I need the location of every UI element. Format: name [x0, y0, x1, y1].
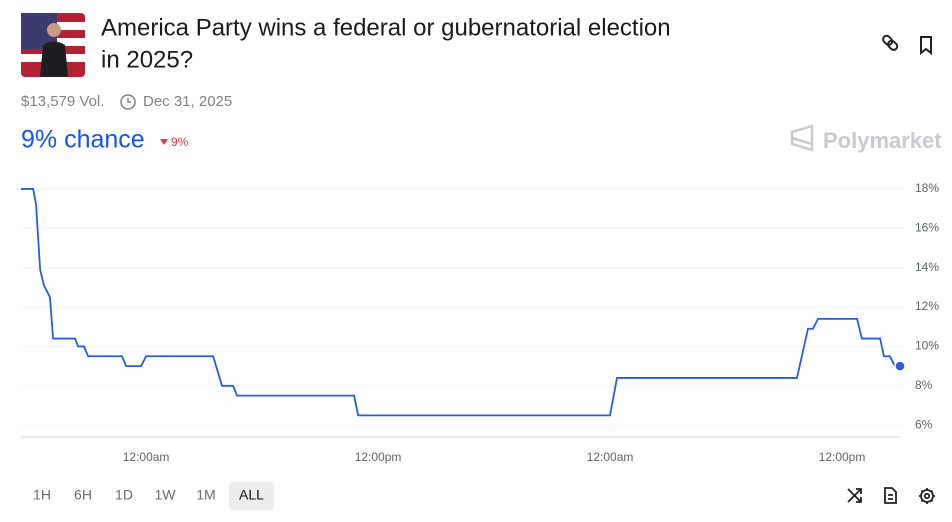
chance: 9% chance	[21, 126, 145, 154]
swap-icon[interactable]	[847, 488, 862, 503]
clock-hand	[127, 98, 131, 103]
market-title: in 2025?	[101, 46, 193, 73]
doc-icon[interactable]	[884, 487, 897, 504]
brand: Polymarket	[823, 128, 942, 153]
chance-change: 9%	[171, 135, 189, 149]
end-date: Dec 31, 2025	[143, 93, 232, 110]
settings-icon[interactable]	[919, 488, 935, 504]
y-tick-label: 10%	[915, 339, 939, 353]
bookmark-icon[interactable]	[920, 36, 932, 56]
brand-logo	[790, 124, 814, 152]
x-tick-label: 12:00pm	[355, 450, 402, 464]
y-tick-label: 18%	[915, 181, 939, 195]
x-tick-label: 12:00am	[587, 450, 634, 464]
x-tick-label: 12:00am	[123, 450, 170, 464]
range-button[interactable]: ALL	[239, 487, 264, 503]
time-ranges: 1H 6H 1D 1W 1M ALL	[33, 482, 274, 510]
range-button[interactable]: 6H	[74, 487, 92, 503]
range-button[interactable]: 1W	[155, 487, 177, 503]
price-line	[21, 188, 900, 417]
volume: $13,579 Vol.	[21, 93, 104, 110]
down-arrow	[160, 139, 168, 145]
range-button[interactable]: 1D	[115, 487, 133, 503]
link-icon[interactable]	[882, 34, 899, 51]
y-tick-label: 8%	[915, 378, 933, 392]
x-tick-label: 12:00pm	[819, 450, 866, 464]
market-title: America Party wins a federal or gubernat…	[101, 14, 671, 41]
y-tick-label: 16%	[915, 220, 939, 234]
range-button[interactable]: 1H	[33, 487, 51, 503]
end-point	[894, 360, 906, 372]
range-button[interactable]: 1M	[196, 487, 215, 503]
market-image	[21, 13, 85, 77]
chart: 6% 8% 10% 12% 14% 16% 18% 12:00am 12:00pm 12:00am…	[21, 181, 939, 464]
y-tick-label: 6%	[915, 417, 933, 431]
y-tick-label: 14%	[915, 260, 939, 274]
range-selected-bg	[229, 482, 274, 510]
clock-icon	[120, 94, 136, 110]
y-tick-label: 12%	[915, 299, 939, 313]
